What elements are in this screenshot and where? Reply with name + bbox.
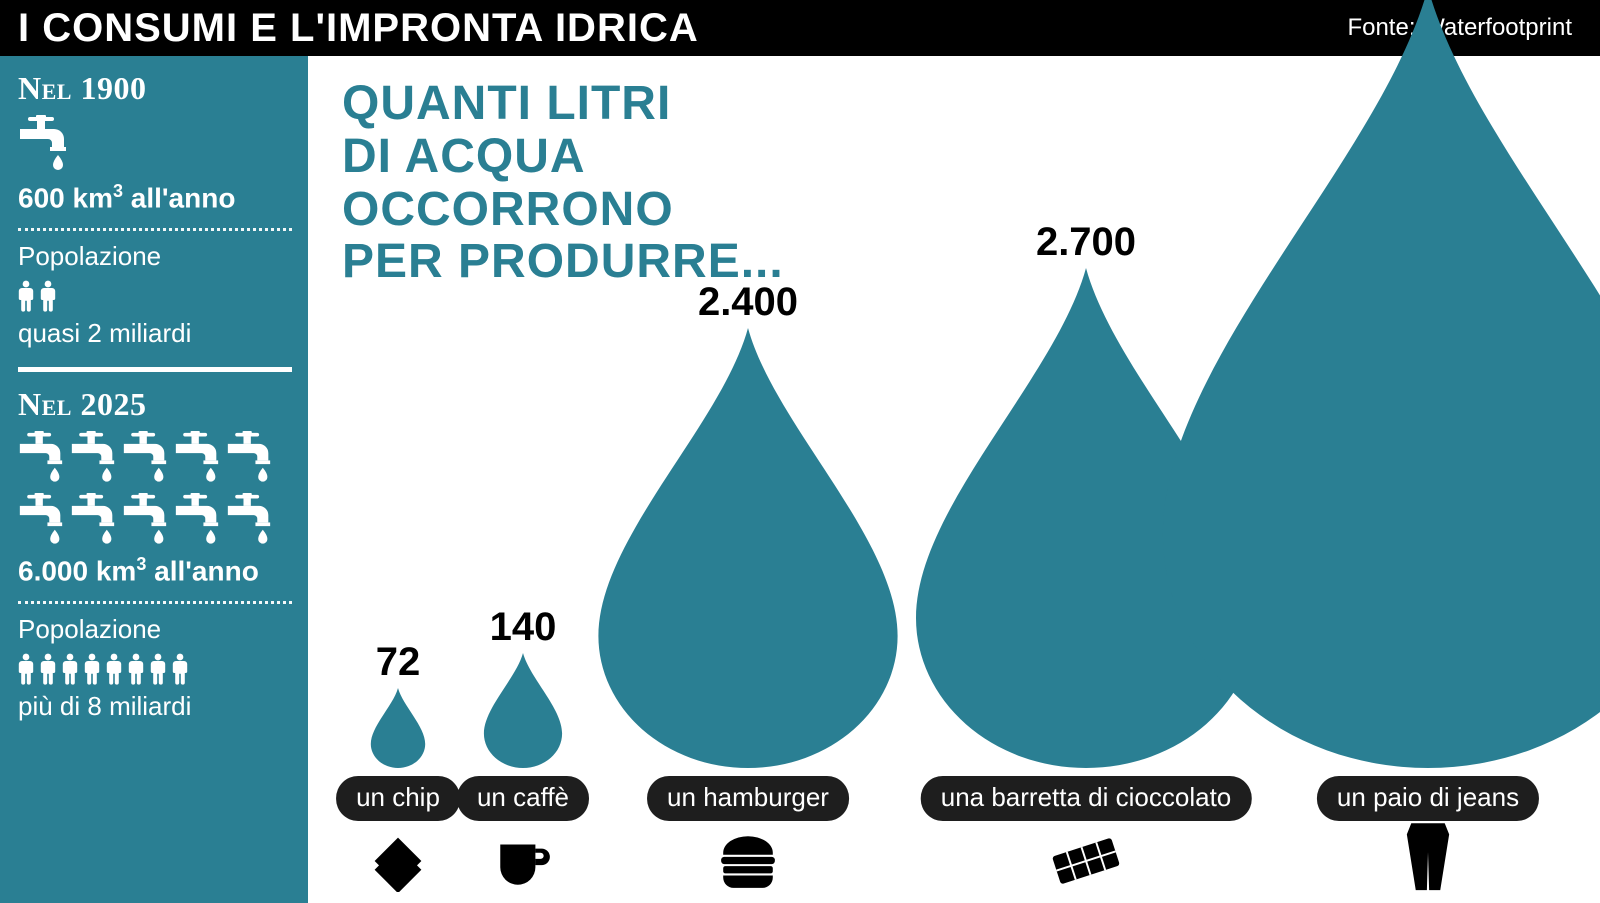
person-icon bbox=[106, 653, 122, 685]
product-icon-wrap bbox=[1400, 821, 1456, 897]
person-icon bbox=[172, 653, 188, 685]
dotted-separator bbox=[18, 601, 292, 604]
item-label-pill: un chip bbox=[336, 776, 460, 821]
chip-icon bbox=[367, 830, 429, 892]
faucet-row bbox=[18, 431, 292, 547]
product-icon-wrap bbox=[1047, 830, 1125, 897]
era-year-label: Nel 1900 bbox=[18, 70, 292, 107]
sidebar: Nel 1900 600 km3 all'anno Popolazione qua… bbox=[0, 56, 308, 903]
drop-shape bbox=[369, 688, 427, 773]
hamburger-icon bbox=[717, 830, 779, 892]
faucet-icon bbox=[18, 431, 64, 486]
dotted-separator bbox=[18, 228, 292, 231]
product-icon-wrap bbox=[367, 830, 429, 897]
item-label-pill: un hamburger bbox=[647, 776, 849, 821]
faucet-row bbox=[18, 115, 292, 175]
consumption-value: 600 km3 all'anno bbox=[18, 181, 292, 214]
item-label-pill: un paio di jeans bbox=[1317, 776, 1539, 821]
coffee-cup-icon bbox=[492, 830, 554, 892]
faucet-icon bbox=[122, 493, 168, 548]
person-icon bbox=[150, 653, 166, 685]
person-icon bbox=[128, 653, 144, 685]
faucet-icon bbox=[70, 431, 116, 486]
item-label-pill: un caffè bbox=[457, 776, 589, 821]
era-separator bbox=[18, 367, 292, 372]
water-drop-icon bbox=[482, 653, 565, 768]
population-label: Popolazione bbox=[18, 241, 292, 272]
drop-value: 2.700 bbox=[1036, 220, 1136, 265]
population-label: Popolazione bbox=[18, 614, 292, 645]
drops-stage: 72 un chip 140 un caffè 2.400 un hamburg… bbox=[308, 113, 1600, 903]
faucet-icon bbox=[226, 431, 272, 486]
drop-item: 140 un caffè bbox=[448, 113, 598, 903]
jeans-icon bbox=[1400, 821, 1456, 892]
people-row bbox=[18, 653, 292, 685]
person-icon bbox=[40, 653, 56, 685]
page-title: I CONSUMI E L'IMPRONTA IDRICA bbox=[18, 6, 699, 51]
faucet-icon bbox=[122, 431, 168, 486]
drop-shape bbox=[590, 328, 907, 773]
faucet-icon bbox=[174, 493, 220, 548]
faucet-icon bbox=[174, 431, 220, 486]
drop-shape bbox=[482, 653, 565, 773]
product-icon-wrap bbox=[717, 830, 779, 897]
water-drop-icon bbox=[590, 328, 907, 768]
faucet-icon bbox=[18, 115, 68, 175]
person-icon bbox=[18, 653, 34, 685]
drop-item: 72 un chip bbox=[328, 113, 468, 903]
main-panel: QUANTI LITRIDI ACQUAOCCORRONOPER PRODURR… bbox=[308, 56, 1600, 903]
person-icon bbox=[18, 280, 34, 312]
faucet-icon bbox=[18, 493, 64, 548]
infographic-root: I CONSUMI E L'IMPRONTA IDRICA Fonte: Wat… bbox=[0, 0, 1600, 903]
faucet-icon bbox=[70, 493, 116, 548]
population-value: più di 8 miliardi bbox=[18, 691, 292, 722]
water-drop-icon bbox=[369, 688, 427, 768]
drop-shape bbox=[1147, 0, 1600, 773]
drop-item: 2.400 un hamburger bbox=[593, 113, 903, 903]
drop-value: 2.400 bbox=[698, 280, 798, 325]
faucet-icon bbox=[226, 493, 272, 548]
population-value: quasi 2 miliardi bbox=[18, 318, 292, 349]
person-icon bbox=[40, 280, 56, 312]
drop-value: 140 bbox=[490, 605, 557, 650]
product-icon-wrap bbox=[492, 830, 554, 897]
drop-value: 72 bbox=[376, 640, 421, 685]
era-year-label: Nel 2025 bbox=[18, 386, 292, 423]
consumption-value: 6.000 km3 all'anno bbox=[18, 554, 292, 587]
person-icon bbox=[84, 653, 100, 685]
item-label-pill: una barretta di cioccolato bbox=[921, 776, 1252, 821]
chocolate-bar-icon bbox=[1047, 830, 1125, 892]
person-icon bbox=[62, 653, 78, 685]
drop-item: 8.000 un paio di jeans bbox=[1258, 113, 1598, 903]
water-drop-icon bbox=[1147, 0, 1600, 768]
people-row bbox=[18, 280, 292, 312]
